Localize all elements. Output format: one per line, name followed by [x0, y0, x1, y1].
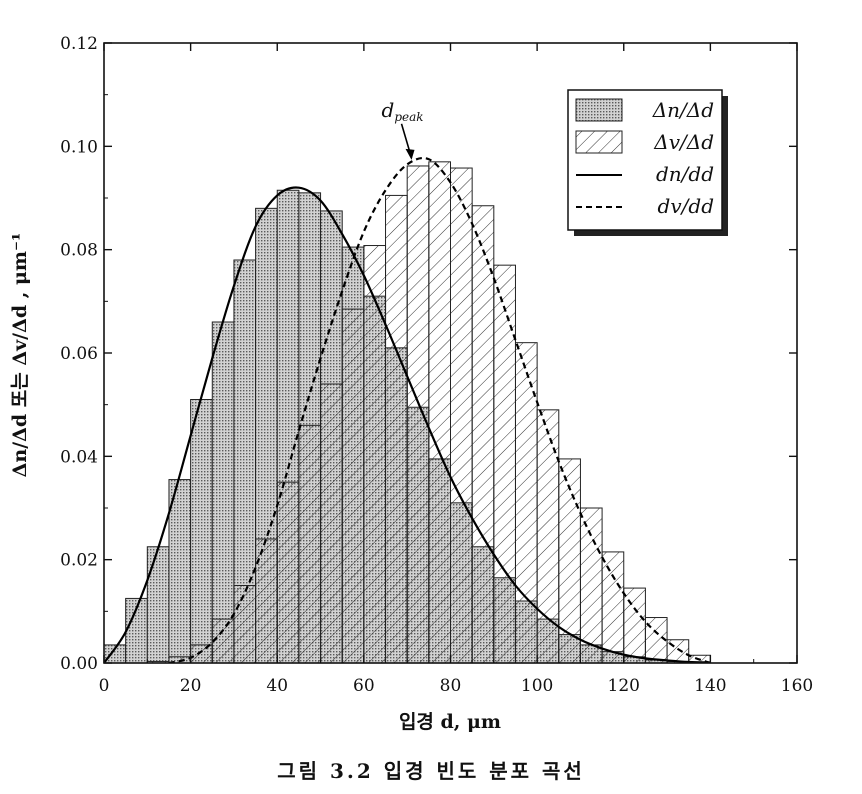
x-axis-title: 입경 d, μm — [399, 711, 501, 733]
x-axis-ticks: 0 20 40 60 80 100 120 140 160 — [99, 43, 813, 696]
x-tick-label: 40 — [266, 676, 288, 696]
y-tick-label: 0.04 — [60, 447, 98, 467]
y-tick-label: 0.10 — [60, 137, 98, 157]
bar-dv-115 — [601, 551, 625, 664]
legend-label: dn/dd — [656, 162, 714, 186]
peak-annotation: dpeak — [382, 98, 424, 160]
bar-dv-85 — [471, 205, 495, 664]
bar-dn-20 — [190, 399, 213, 664]
x-tick-label: 80 — [440, 676, 462, 696]
legend-swatch-dv — [575, 130, 623, 154]
bar-dv-35 — [255, 538, 278, 664]
bar-dv-20 — [190, 644, 213, 664]
bar-dv-45 — [298, 424, 322, 664]
bar-dv-55 — [341, 308, 365, 664]
y-axis-ticks: 0.00 0.02 0.04 0.06 0.08 0.10 0.12 — [60, 34, 797, 674]
x-tick-label: 20 — [180, 676, 202, 696]
x-tick-label: 60 — [353, 676, 375, 696]
y-tick-label: 0.08 — [60, 241, 98, 261]
legend-label: Δv/Δd — [653, 130, 714, 154]
bar-dn-10 — [146, 546, 170, 664]
bar-dv-60 — [363, 245, 387, 664]
bar-dv-50 — [320, 383, 343, 664]
y-tick-label: 0.02 — [60, 551, 98, 571]
legend-label: dv/dd — [658, 194, 714, 218]
y-tick-label: 0.00 — [60, 654, 98, 674]
bar-dv-95 — [514, 342, 538, 664]
legend-label: Δn/Δd — [652, 98, 714, 122]
bar-dv-70 — [406, 165, 430, 664]
peak-arrow-head — [405, 148, 415, 160]
bar-dv-80 — [450, 167, 473, 664]
x-tick-label: 120 — [608, 676, 640, 696]
y-tick-label: 0.06 — [60, 344, 98, 364]
y-tick-label: 0.12 — [60, 34, 98, 54]
x-tick-label: 100 — [521, 676, 553, 696]
bar-dn-15 — [168, 479, 192, 664]
bar-dn-25 — [211, 321, 235, 664]
legend-swatch-dn — [575, 98, 623, 122]
bar-dv-110 — [579, 507, 603, 664]
bar-dv-30 — [233, 585, 257, 664]
bar-dv-40 — [276, 481, 300, 664]
bar-dv-65 — [385, 194, 408, 664]
dv-dd-curve — [168, 156, 711, 663]
bar-dv-90 — [493, 264, 516, 664]
bar-dv-75 — [428, 161, 451, 664]
x-tick-label: 140 — [694, 676, 726, 696]
y-axis-title: Δn/Δd 또는 Δv/Δd , μm⁻¹ — [9, 233, 31, 478]
peak-label-subscript: peak — [394, 110, 423, 124]
x-tick-label: 0 — [99, 676, 110, 696]
figure-caption: 그림 3.2 입경 빈도 분포 곡선 — [277, 759, 585, 783]
dn-dd-curve — [104, 186, 711, 663]
legend: Δn/Δd Δv/Δd dn/dd dv/dd — [567, 89, 728, 236]
bar-dv-25 — [211, 618, 235, 664]
peak-label: dpeak — [382, 98, 424, 124]
bar-dv-120 — [623, 587, 646, 664]
curves-group — [104, 156, 711, 663]
x-tick-label: 160 — [781, 676, 813, 696]
